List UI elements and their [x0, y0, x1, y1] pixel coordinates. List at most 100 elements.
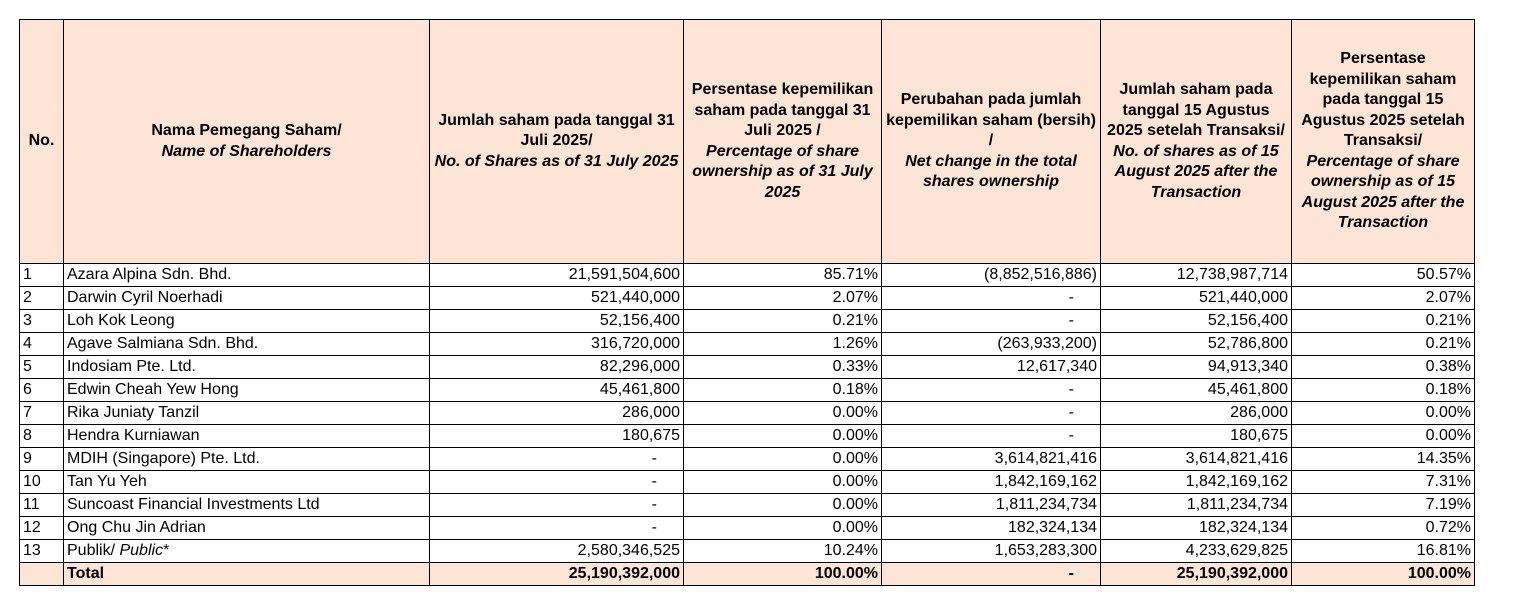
- row-change: 182,324,134: [881, 516, 1101, 540]
- row-pct-jul: 0.21%: [683, 309, 882, 333]
- row-change: (263,933,200): [881, 332, 1101, 356]
- row-name: Hendra Kurniawan: [63, 424, 430, 448]
- header-name-en: Name of Shareholders: [161, 142, 332, 160]
- header-shares-jul-id: Jumlah saham pada tanggal 31 Juli 2025/: [438, 111, 675, 150]
- header-name: Nama Pemegang Saham/ Name of Shareholder…: [63, 19, 430, 264]
- row-shares-aug: 45,461,800: [1100, 378, 1292, 402]
- header-shares-jul-en: No. of Shares as of 31 July 2025: [434, 152, 679, 170]
- table-row: 1 Azara Alpina Sdn. Bhd. 21,591,504,600 85.…: [19, 263, 1475, 287]
- row-pct-jul: 0.00%: [683, 516, 882, 540]
- row-shares-jul: 21,591,504,600: [429, 263, 684, 287]
- header-shares-aug-id: Jumlah saham pada tanggal 15 Agustus 202…: [1107, 81, 1285, 139]
- row-shares-aug: 1,811,234,734: [1100, 493, 1292, 517]
- row-change: (8,852,516,886): [881, 263, 1101, 287]
- row-shares-aug: 94,913,340: [1100, 355, 1292, 379]
- table-body: 1 Azara Alpina Sdn. Bhd. 21,591,504,600 85.…: [19, 263, 1475, 586]
- row-pct-jul: 0.33%: [683, 355, 882, 379]
- row-shares-jul: 316,720,000: [429, 332, 684, 356]
- row-pct-jul: 85.71%: [683, 263, 882, 287]
- row-no: 10: [19, 470, 64, 494]
- header-pct-jul-en: Percentage of share ownership as of 31 J…: [692, 142, 873, 201]
- row-no: 2: [19, 286, 64, 310]
- total-shares-jul: 25,190,392,000: [429, 562, 684, 586]
- row-change: -: [881, 286, 1101, 310]
- header-change: Perubahan pada jumlah kepemilikan saham …: [881, 19, 1101, 264]
- total-pct-jul: 100.00%: [683, 562, 882, 586]
- row-shares-aug: 52,786,800: [1100, 332, 1292, 356]
- row-name: Rika Juniaty Tanzil: [63, 401, 430, 425]
- table-row: 6 Edwin Cheah Yew Hong 45,461,800 0.18% -45,…: [19, 378, 1475, 402]
- table-row: 8 Hendra Kurniawan 180,675 0.00% -180,675 0.0…: [19, 424, 1475, 448]
- row-pct-aug: 50.57%: [1291, 263, 1475, 287]
- row-shares-aug: 286,000: [1100, 401, 1292, 425]
- row-no: 13: [19, 539, 64, 563]
- row-pct-jul: 0.18%: [683, 378, 882, 402]
- table-row: 5 Indosiam Pte. Ltd. 82,296,000 0.33% 12,617…: [19, 355, 1475, 379]
- row-no: 7: [19, 401, 64, 425]
- header-pct-jul: Persentase kepemilikan saham pada tangga…: [683, 19, 882, 264]
- row-shares-aug: 52,156,400: [1100, 309, 1292, 333]
- row-name: Ong Chu Jin Adrian: [63, 516, 430, 540]
- row-no: 3: [19, 309, 64, 333]
- row-shares-aug: 3,614,821,416: [1100, 447, 1292, 471]
- row-pct-jul: 2.07%: [683, 286, 882, 310]
- row-shares-jul: 180,675: [429, 424, 684, 448]
- row-no: 5: [19, 355, 64, 379]
- row-pct-aug: 0.21%: [1291, 309, 1475, 333]
- row-name: Edwin Cheah Yew Hong: [63, 378, 430, 402]
- row-shares-jul: 52,156,400: [429, 309, 684, 333]
- row-shares-jul: -: [429, 470, 684, 494]
- row-pct-jul: 10.24%: [683, 539, 882, 563]
- row-shares-aug: 12,738,987,714: [1100, 263, 1292, 287]
- header-shares-aug-en: No. of shares as of 15 August 2025 after…: [1113, 142, 1279, 201]
- row-pct-aug: 0.21%: [1291, 332, 1475, 356]
- row-name: MDIH (Singapore) Pte. Ltd.: [63, 447, 430, 471]
- header-change-en: Net change in the total shares ownership: [905, 152, 1077, 191]
- row-pct-aug: 2.07%: [1291, 286, 1475, 310]
- total-change: -: [881, 562, 1101, 586]
- row-pct-jul: 0.00%: [683, 401, 882, 425]
- row-shares-jul: 45,461,800: [429, 378, 684, 402]
- row-no: 12: [19, 516, 64, 540]
- table-row: 9 MDIH (Singapore) Pte. Ltd. -0.00% 3,614,8…: [19, 447, 1475, 471]
- row-no: 8: [19, 424, 64, 448]
- header-row: No. Nama Pemegang Saham/ Name of Shareho…: [19, 19, 1475, 264]
- row-shares-aug: 4,233,629,825: [1100, 539, 1292, 563]
- row-shares-jul: -: [429, 447, 684, 471]
- public-name-id: Publik/: [67, 542, 116, 559]
- table-row: 4 Agave Salmiana Sdn. Bhd. 316,720,000 1.26…: [19, 332, 1475, 356]
- row-name: Darwin Cyril Noerhadi: [63, 286, 430, 310]
- row-change: 3,614,821,416: [881, 447, 1101, 471]
- row-no: 6: [19, 378, 64, 402]
- row-no: 4: [19, 332, 64, 356]
- table-row: 11 Suncoast Financial Investments Ltd -0.0…: [19, 493, 1475, 517]
- row-shares-aug: 180,675: [1100, 424, 1292, 448]
- header-pct-jul-id: Persentase kepemilikan saham pada tangga…: [691, 81, 874, 139]
- row-pct-aug: 14.35%: [1291, 447, 1475, 471]
- row-pct-aug: 7.19%: [1291, 493, 1475, 517]
- row-pct-aug: 0.00%: [1291, 424, 1475, 448]
- row-change: -: [881, 378, 1101, 402]
- total-shares-aug: 25,190,392,000: [1100, 562, 1292, 586]
- row-name: Agave Salmiana Sdn. Bhd.: [63, 332, 430, 356]
- row-shares-aug: 521,440,000: [1100, 286, 1292, 310]
- row-shares-jul: -: [429, 493, 684, 517]
- row-no: 9: [19, 447, 64, 471]
- header-name-id: Nama Pemegang Saham/: [151, 122, 342, 139]
- row-pct-jul: 0.00%: [683, 447, 882, 471]
- table-row: 10 Tan Yu Yeh -0.00% 1,842,169,162 1,842,169…: [19, 470, 1475, 494]
- row-change: 1,842,169,162: [881, 470, 1101, 494]
- row-name: Suncoast Financial Investments Ltd: [63, 493, 430, 517]
- row-pct-aug: 0.72%: [1291, 516, 1475, 540]
- row-name: Azara Alpina Sdn. Bhd.: [63, 263, 430, 287]
- row-pct-jul: 0.00%: [683, 470, 882, 494]
- row-pct-jul: 1.26%: [683, 332, 882, 356]
- table-row-public: 13 Publik/ Public* 2,580,346,525 10.24% …: [19, 539, 1475, 563]
- table-row: 2 Darwin Cyril Noerhadi 521,440,000 2.07% -5…: [19, 286, 1475, 310]
- table-row: 3 Loh Kok Leong 52,156,400 0.21% -52,156,400…: [19, 309, 1475, 333]
- row-pct-aug: 7.31%: [1291, 470, 1475, 494]
- table-row: 12 Ong Chu Jin Adrian -0.00% 182,324,134 182…: [19, 516, 1475, 540]
- table-row: 7 Rika Juniaty Tanzil 286,000 0.00% -286,000…: [19, 401, 1475, 425]
- header-shares-jul: Jumlah saham pada tanggal 31 Juli 2025/ …: [429, 19, 684, 264]
- total-label: Total: [63, 562, 430, 586]
